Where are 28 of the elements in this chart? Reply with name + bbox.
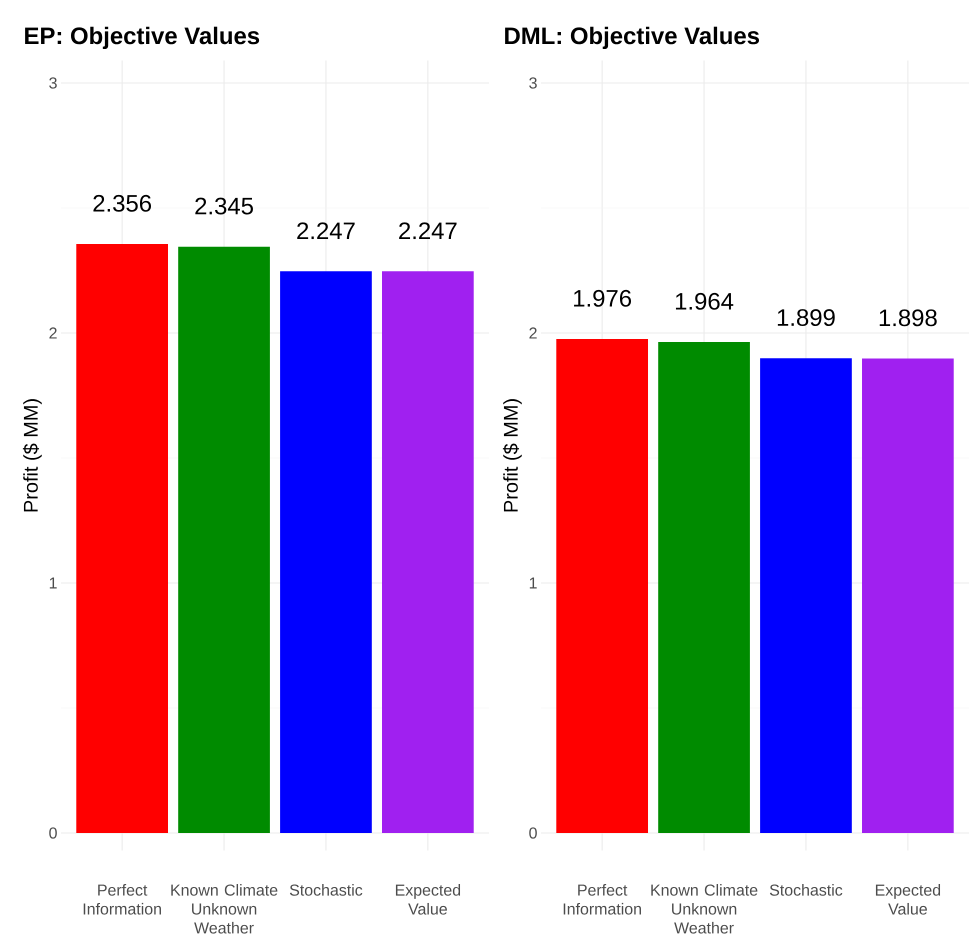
data-label: 1.899 (778, 309, 835, 326)
y-axis-title: Profit ($ MM) (22, 399, 42, 512)
y-tick-label: 0 (49, 827, 57, 839)
y-tick-label: 2 (529, 327, 537, 339)
data-label: 1.976 (574, 290, 632, 307)
data-label: 2.247 (399, 222, 457, 240)
x-tick-label: Perfect Information (84, 884, 161, 915)
y-tick-label: 3 (49, 77, 57, 89)
x-tick-label: Expected Value (876, 884, 940, 915)
chart-title: EP: Objective Values (25, 26, 260, 49)
data-label: 1.898 (880, 309, 937, 326)
data-label: 2.247 (297, 222, 355, 240)
data-label: 2.356 (93, 194, 152, 212)
y-tick-label: 1 (530, 578, 537, 588)
data-label: 2.345 (195, 198, 253, 215)
x-tick-label: Stochastic (770, 884, 842, 896)
y-tick-label: 1 (50, 578, 57, 588)
data-label: 1.964 (676, 292, 734, 310)
y-tick-label: 0 (529, 827, 537, 839)
x-tick-label: Known Climate Unknown Weather (171, 884, 278, 934)
x-tick-label: Expected Value (396, 884, 460, 915)
chart-title: DML: Objective Values (505, 26, 760, 49)
y-axis-title: Profit ($ MM) (502, 399, 522, 512)
x-tick-label: Perfect Information (564, 884, 641, 915)
y-tick-label: 3 (529, 77, 537, 89)
y-tick-label: 2 (49, 327, 57, 339)
x-tick-label: Stochastic (290, 884, 362, 896)
x-tick-label: Known Climate Unknown Weather (651, 884, 758, 934)
